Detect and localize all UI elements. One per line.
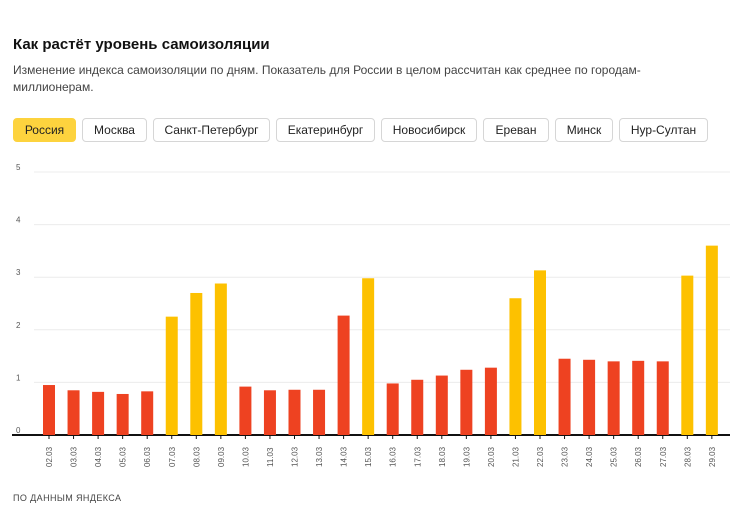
bar-03.03[interactable] — [67, 390, 80, 435]
x-tick-label: 20.03 — [487, 446, 496, 467]
bar-07.03[interactable] — [165, 316, 178, 435]
bar-26.03[interactable] — [632, 360, 645, 435]
y-tick-label: 5 — [16, 163, 21, 172]
tab-ekaterinburg[interactable]: Екатеринбург — [276, 118, 375, 142]
bar-18.03[interactable] — [435, 375, 448, 435]
bar-14.03[interactable] — [337, 315, 350, 435]
page-subtitle: Изменение индекса самоизоляции по дням. … — [13, 63, 641, 94]
city-tabs: Россия Москва Санкт-Петербург Екатеринбу… — [0, 118, 740, 144]
x-tick-label: 24.03 — [585, 446, 594, 467]
page-title: Как растёт уровень самоизоляции — [13, 36, 270, 53]
x-tick-label: 03.03 — [70, 446, 79, 467]
bar-22.03[interactable] — [534, 270, 546, 435]
bar-10.03[interactable] — [239, 386, 252, 435]
tab-minsk[interactable]: Минск — [555, 118, 613, 142]
y-tick-label: 2 — [16, 321, 21, 330]
bar-29.03[interactable] — [705, 245, 718, 435]
bar-15.03[interactable] — [362, 278, 375, 435]
x-tick-label: 12.03 — [291, 446, 300, 467]
tab-spb[interactable]: Санкт-Петербург — [153, 118, 270, 142]
bar-21.03[interactable] — [509, 298, 522, 435]
x-tick-label: 14.03 — [340, 446, 349, 467]
x-tick-label: 07.03 — [168, 446, 177, 467]
x-tick-label: 11.03 — [266, 447, 275, 467]
bar-05.03[interactable] — [116, 393, 129, 435]
bar-13.03[interactable] — [313, 389, 326, 435]
x-tick-label: 18.03 — [438, 446, 447, 467]
bar-17.03[interactable] — [411, 379, 424, 435]
bar-12.03[interactable] — [288, 389, 301, 435]
source-note: По данным Яндекса — [13, 493, 122, 503]
y-tick-label: 4 — [16, 216, 21, 225]
tab-yerevan[interactable]: Ереван — [483, 118, 549, 142]
chart: 0 1 2 3 4 5 02.03 03.03 04.03 05.03 06.03 07.03 08.… — [12, 163, 730, 467]
x-tick-label: 25.03 — [610, 446, 619, 467]
bar-11.03[interactable] — [263, 390, 276, 435]
bar-25.03[interactable] — [607, 361, 620, 435]
x-tick-label: 27.03 — [659, 446, 668, 467]
bar-20.03[interactable] — [484, 367, 497, 435]
x-tick-label: 08.03 — [192, 446, 201, 467]
bar-28.03[interactable] — [681, 275, 694, 435]
tab-nur-sultan[interactable]: Нур-Султан — [619, 118, 708, 142]
x-tick-label: 06.03 — [143, 446, 152, 467]
x-tick-label: 10.03 — [241, 446, 250, 467]
bar-08.03[interactable] — [190, 292, 203, 435]
y-tick-label: 0 — [16, 426, 21, 435]
x-tick-label: 05.03 — [119, 446, 128, 467]
tab-novosibirsk[interactable]: Новосибирск — [381, 118, 477, 142]
x-tick-label: 09.03 — [217, 446, 226, 467]
bar-09.03[interactable] — [214, 283, 227, 435]
x-tick-label: 23.03 — [561, 446, 570, 467]
bar-27.03[interactable] — [656, 361, 669, 435]
bar-02.03[interactable] — [43, 385, 55, 435]
tab-russia[interactable]: Россия — [13, 118, 76, 142]
bar-23.03[interactable] — [558, 358, 571, 435]
x-tick-label: 22.03 — [536, 446, 545, 467]
tab-moscow[interactable]: Москва — [82, 118, 147, 142]
y-tick-label: 1 — [16, 373, 21, 382]
bar-16.03[interactable] — [386, 383, 399, 435]
x-tick-label: 21.03 — [511, 446, 520, 467]
x-tick-label: 16.03 — [389, 446, 398, 467]
bar-19.03[interactable] — [460, 369, 473, 435]
x-tick-label: 04.03 — [94, 446, 103, 467]
x-tick-label: 28.03 — [683, 446, 692, 467]
y-tick-label: 3 — [16, 268, 21, 277]
x-tick-label: 26.03 — [634, 446, 643, 467]
x-tick-label: 29.03 — [708, 446, 717, 467]
x-tick-label: 13.03 — [315, 446, 324, 467]
bar-24.03[interactable] — [583, 359, 596, 435]
bar-06.03[interactable] — [141, 391, 154, 435]
x-tick-label: 17.03 — [413, 446, 422, 467]
x-tick-label: 02.03 — [45, 446, 54, 467]
bar-04.03[interactable] — [92, 391, 105, 435]
x-tick-label: 15.03 — [364, 446, 373, 467]
x-tick-label: 19.03 — [462, 446, 471, 467]
